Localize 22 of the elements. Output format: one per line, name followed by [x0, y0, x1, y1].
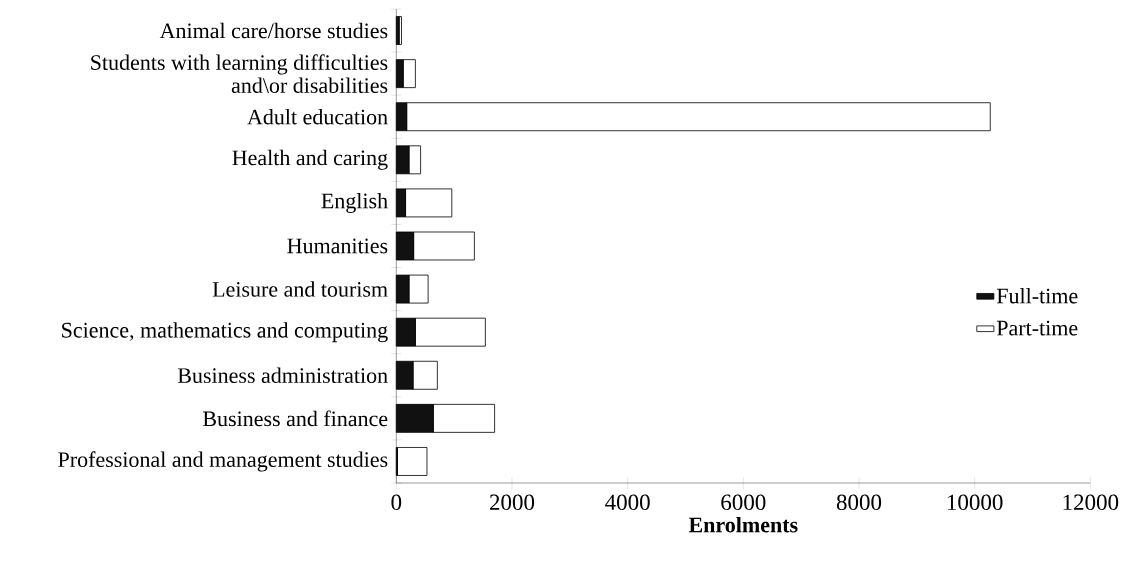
- y-tick-label: Business and finance: [202, 410, 388, 427]
- y-tick-label: Health and caring: [232, 149, 388, 170]
- x-tick-label: 2000: [489, 494, 535, 511]
- y-tick-label: Business administration: [177, 367, 388, 384]
- y-tick-label: English: [321, 192, 388, 213]
- y-tick-label: Humanities: [287, 238, 388, 254]
- x-tick-label: 10000: [947, 494, 1003, 511]
- bar: [397, 447, 428, 476]
- x-tick-label: 4000: [605, 494, 650, 511]
- legend-label: Full-time: [996, 287, 1078, 304]
- y-tick-label: Students with learning difficulties and\or disabilities: [91, 54, 388, 93]
- x-tick-label: 6000: [721, 494, 766, 511]
- y-tick-label: Leisure and tourism: [212, 281, 388, 297]
- x-tick-label: 0: [391, 494, 402, 511]
- y-tick-label: Adult education: [247, 108, 388, 125]
- x-axis-title: Enrolments: [688, 516, 798, 533]
- x-tick-label: 12000: [1063, 494, 1119, 511]
- x-tick-label: 8000: [836, 494, 882, 511]
- y-tick-label: Professional and management studies: [58, 451, 388, 472]
- y-tick-label: Animal care/horse studies: [159, 22, 388, 39]
- y-tick-label: Science, mathematics and computing: [62, 322, 388, 343]
- legend-label: Part-time: [996, 320, 1078, 336]
